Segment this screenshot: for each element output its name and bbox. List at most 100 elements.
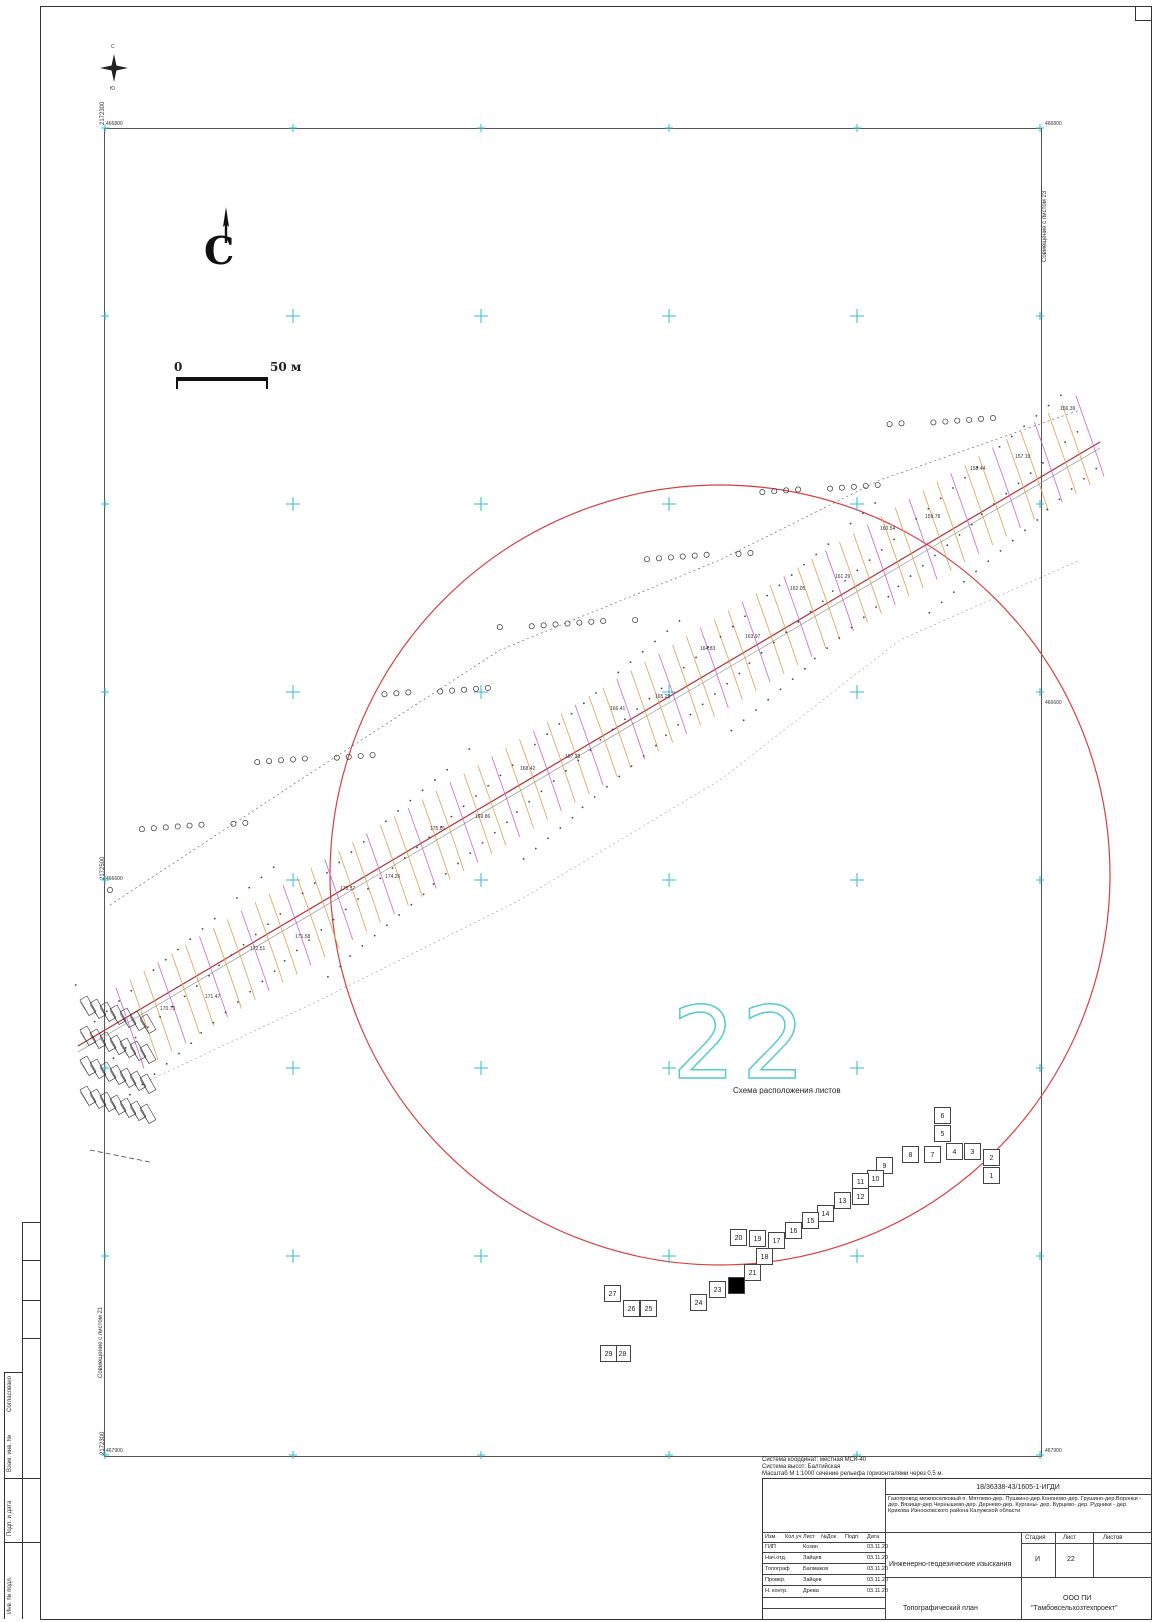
building-outline xyxy=(139,1013,157,1034)
contour-line xyxy=(491,756,521,837)
scale-bar-right-tick xyxy=(266,377,268,389)
tree-symbol xyxy=(898,420,905,427)
contour-lines xyxy=(115,395,1105,1069)
spot-height xyxy=(582,702,585,705)
spot-height xyxy=(134,1036,137,1039)
spot-height xyxy=(146,1026,149,1029)
spot-height xyxy=(327,975,329,978)
side-stamp-vzam-inv: Взам. инв. № xyxy=(7,1434,13,1472)
hatch-line xyxy=(79,1061,89,1075)
stamp-code: 18/36338-43/1605-1-ИГДИ xyxy=(976,1484,1060,1491)
hatch-line xyxy=(79,1091,89,1105)
contour-line xyxy=(1075,395,1105,477)
tree-symbol xyxy=(162,824,169,831)
elevation-label: 173.57 xyxy=(340,886,356,892)
contour-line xyxy=(574,704,604,786)
spot-height xyxy=(540,790,543,793)
tree-symbol xyxy=(588,618,595,625)
note-scale: Масштаб М 1:1000 сечение рельефа горизон… xyxy=(762,1471,944,1477)
spot-height xyxy=(469,852,472,855)
tree-symbol xyxy=(735,550,742,557)
spot-height xyxy=(606,785,608,788)
contour-line xyxy=(115,987,145,1069)
tree-symbol xyxy=(600,617,607,624)
spot-height xyxy=(373,934,376,937)
stamp-stage-label: Стадия xyxy=(1025,1535,1046,1541)
contour-line xyxy=(310,867,340,949)
sheet-box-7: 7 xyxy=(924,1146,941,1163)
stamp-company-1: ООО ПИ xyxy=(1063,1595,1092,1602)
spot-height xyxy=(422,893,425,896)
stamp-date: 03.11.20 xyxy=(867,1566,889,1572)
spot-height xyxy=(236,897,238,899)
building-outline xyxy=(89,1028,107,1049)
contour-line xyxy=(769,584,799,666)
spot-height xyxy=(677,724,680,726)
contour-line xyxy=(546,721,576,803)
spot-height xyxy=(446,768,449,771)
tree-symbol xyxy=(771,488,778,495)
tree-symbol xyxy=(576,619,583,626)
contour-line xyxy=(449,781,479,863)
tree-symbol xyxy=(747,550,754,556)
spot-height xyxy=(1058,498,1061,501)
spot-height xyxy=(237,1001,239,1003)
tree-symbol xyxy=(966,416,973,423)
contour-line xyxy=(379,824,409,906)
spot-height xyxy=(177,948,179,951)
spot-height xyxy=(547,837,549,840)
tree-symbol xyxy=(862,482,869,489)
spot-height xyxy=(558,723,561,725)
stamp-header-ndok: №Док xyxy=(821,1534,837,1540)
sheet-number-large: 22 xyxy=(671,984,812,1103)
spot-height xyxy=(260,876,263,879)
tree-symbol xyxy=(838,484,845,491)
elevation-label: 157.19 xyxy=(1015,454,1031,460)
hatch-line xyxy=(109,1040,119,1054)
spot-height xyxy=(195,985,198,987)
building-outline xyxy=(99,1001,117,1022)
spot-height xyxy=(999,549,1002,552)
contour-line xyxy=(964,464,994,546)
contour-line xyxy=(797,567,827,649)
spot-height xyxy=(559,827,562,829)
spot-height xyxy=(726,682,729,685)
spot-height xyxy=(350,851,353,854)
spot-height xyxy=(1029,472,1032,475)
building-outline xyxy=(119,1037,137,1058)
spot-height xyxy=(213,917,216,920)
spot-height xyxy=(868,559,871,562)
spot-height xyxy=(755,709,757,711)
spot-height xyxy=(164,958,167,961)
spot-height xyxy=(731,625,734,628)
elevation-label: 175.01 xyxy=(430,826,446,832)
tree-symbol xyxy=(186,822,193,829)
building-outline xyxy=(79,1085,97,1106)
survey-boundary-circle xyxy=(329,484,1111,1266)
hatch-line xyxy=(129,1016,139,1030)
contour-line xyxy=(992,447,1021,529)
elevation-label: 159.78 xyxy=(925,514,941,520)
tree-symbol xyxy=(242,819,249,826)
stamp-header-data: Дата xyxy=(867,1534,880,1540)
spot-height xyxy=(611,728,614,731)
tree-symbol xyxy=(930,419,937,426)
stamp-name: Козин xyxy=(803,1544,818,1550)
stamp-date: 03.11.20 xyxy=(867,1544,889,1550)
sheet-box-10: 10 xyxy=(867,1170,884,1187)
contour-line xyxy=(157,962,187,1043)
spot-height xyxy=(730,729,733,732)
hatch-line xyxy=(79,1001,89,1015)
tree-symbol xyxy=(138,826,145,833)
building-outline xyxy=(119,1097,137,1118)
contour-line xyxy=(686,636,715,717)
tree-symbol xyxy=(449,687,456,694)
spot-height xyxy=(1023,425,1025,428)
tree-symbol xyxy=(393,690,400,697)
spot-height xyxy=(618,775,621,778)
scale-bar xyxy=(176,377,268,381)
scale-bar-left-tick xyxy=(176,377,178,389)
elevation-label: 169.86 xyxy=(475,814,491,820)
spot-height xyxy=(738,672,741,675)
spot-height xyxy=(617,671,620,674)
